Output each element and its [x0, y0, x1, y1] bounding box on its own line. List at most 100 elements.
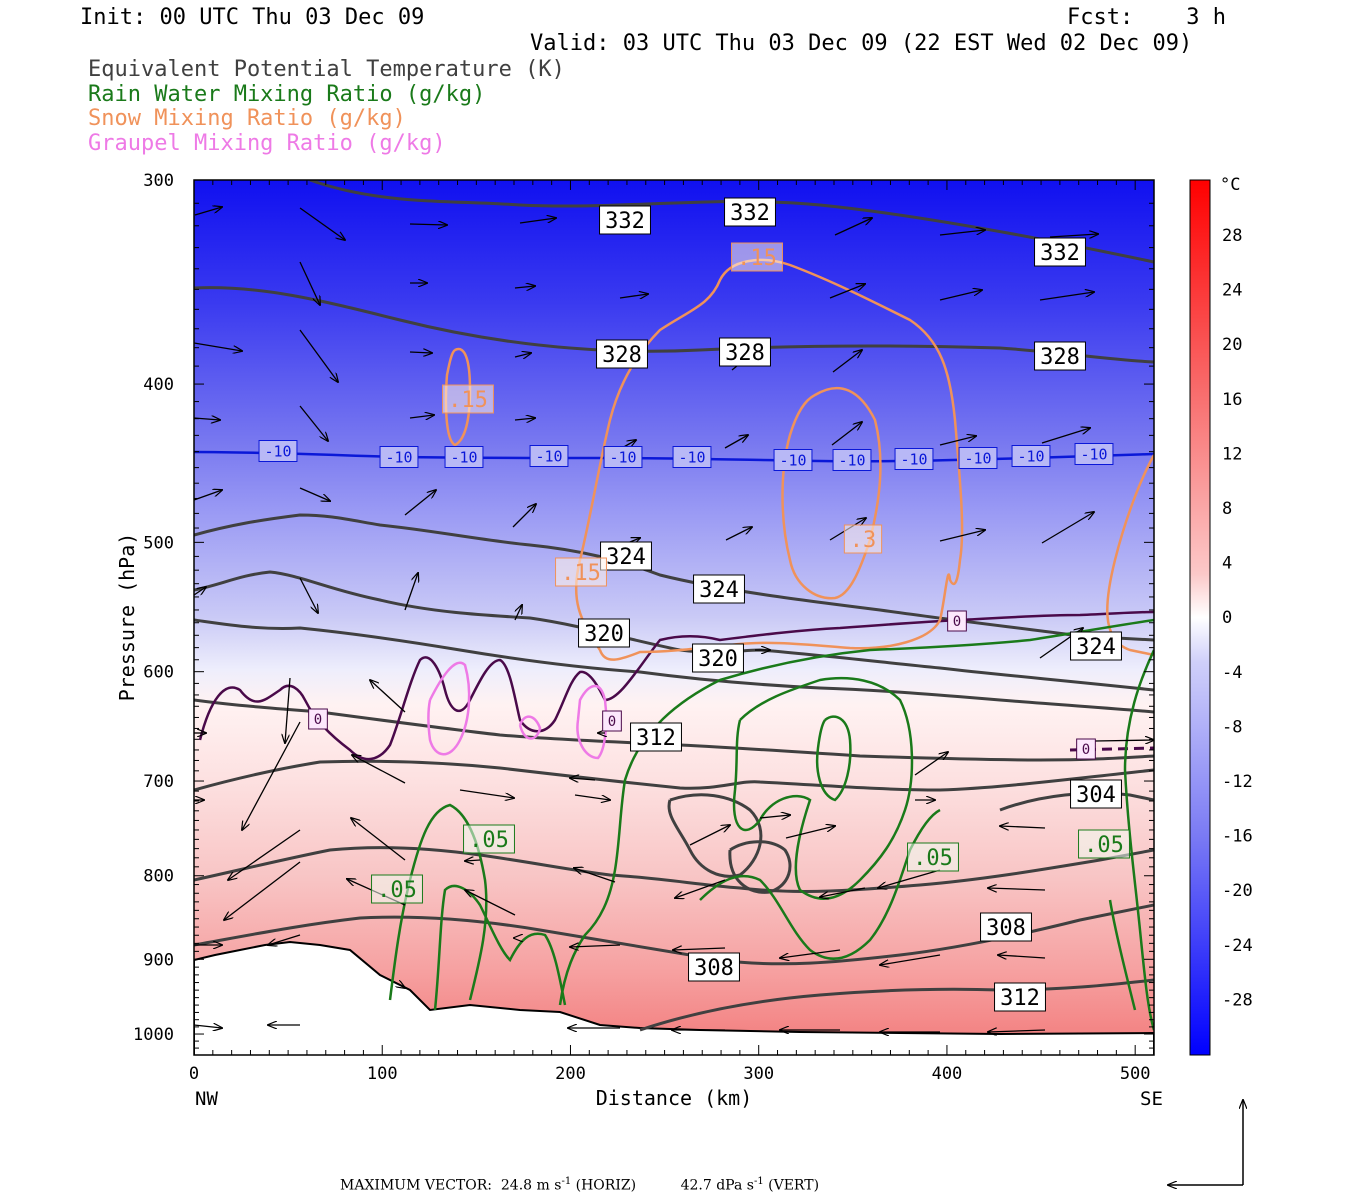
wind-vector: [1041, 512, 1094, 544]
y-tick-label: 800: [143, 867, 174, 887]
wind-vector: [880, 954, 941, 965]
y-tick-label: 1000: [133, 1025, 174, 1045]
wind-vector: [299, 261, 320, 305]
theta-e-label: 304: [1076, 783, 1116, 808]
rain-contour: [388, 803, 488, 1001]
rain-label: .05: [913, 846, 953, 871]
wind-vector: [725, 527, 752, 541]
wind-vector: [1039, 292, 1094, 301]
theta-e-label-box: [596, 339, 648, 369]
wind-vector: [939, 436, 976, 446]
wind-vector: [194, 1025, 222, 1028]
x-tick-label: 500: [1120, 1064, 1151, 1084]
y-tick-label: 700: [143, 772, 174, 792]
isotherm-zero-label-box: [1076, 738, 1096, 760]
colorbar-label: -12: [1222, 772, 1253, 792]
snow-contour: [574, 258, 964, 661]
wind-vector: [299, 405, 328, 441]
colorbar-label: 0: [1222, 608, 1232, 628]
wind-vector: [689, 825, 730, 846]
theta-e-line: [194, 903, 1154, 966]
isotherm-minus10-label-box: [444, 446, 484, 468]
theta-e-label: 320: [698, 647, 738, 672]
theta-e-line: [194, 513, 1154, 642]
y-tick-label: 300: [143, 171, 174, 191]
rain-label: .05: [469, 828, 509, 853]
wind-vector: [1041, 428, 1090, 444]
legend-rain: Rain Water Mixing Ratio (g/kg): [88, 82, 486, 107]
legend-graupel: Graupel Mixing Ratio (g/kg): [88, 131, 446, 156]
theta-e-label: 308: [694, 956, 734, 981]
wind-vector: [820, 887, 866, 897]
rain-contour: [1108, 899, 1137, 1011]
isotherm-zero-label: 0: [953, 614, 961, 630]
colorbar-label: 8: [1222, 499, 1232, 519]
snow-contour: [781, 386, 882, 600]
isotherm-zero-label: 0: [314, 712, 322, 728]
y-tick-label: 500: [143, 533, 174, 553]
isotherm-minus10-label: -10: [450, 448, 477, 466]
colorbar-unit: °C: [1220, 175, 1240, 195]
isotherm-minus10-label-box: [379, 446, 419, 468]
snow-label-box: [731, 242, 783, 272]
isotherm-minus10-label-box: [258, 440, 298, 462]
rain-label-box: [1078, 829, 1130, 859]
theta-e-line: [728, 840, 792, 894]
isotherm-minus10-label: -10: [678, 448, 705, 466]
max-vector-horiz-label: (HORIZ): [575, 1177, 637, 1194]
wind-vector: [832, 350, 862, 373]
wind-vector: [988, 888, 1046, 890]
isotherm-minus10-label: -10: [1080, 445, 1107, 463]
colorbar-label: -24: [1222, 936, 1253, 956]
axis-tick-labels: 0 100 200 300 400 500 300 400 500 600 700 800 900 100…: [133, 171, 1150, 1084]
rain-contour: [1123, 649, 1154, 1031]
theta-e-label: 328: [725, 341, 765, 366]
wind-vector: [1094, 740, 1154, 741]
wind-vector: [228, 829, 301, 880]
wind-vector: [194, 207, 222, 216]
max-vector-vert-label: (VERT): [768, 1177, 820, 1194]
theta-e-label: 324: [1076, 635, 1116, 660]
rain-label: .05: [1084, 833, 1124, 858]
snow-label: .15: [448, 388, 488, 413]
reference-vector: [1168, 1100, 1243, 1185]
theta-e-label: 324: [699, 578, 739, 603]
wind-vector: [834, 218, 872, 236]
wind-vector: [404, 490, 436, 516]
colorbar: [1189, 179, 1211, 1056]
x-tick-label: 100: [367, 1064, 398, 1084]
init-time: Init: 00 UTC Thu 03 Dec 09: [80, 5, 425, 30]
y-tick-label: 900: [143, 950, 174, 970]
wind-vectors: [194, 207, 1154, 1032]
wind-vector: [299, 329, 338, 382]
theta-e-label: 320: [584, 622, 624, 647]
max-vector-vert: 42.7 dPa s: [680, 1177, 754, 1194]
colorbar-label: 12: [1222, 444, 1242, 464]
contour-labels: 332 332 332 328 328 328 324 324 324 320 320 312 304 3…: [258, 197, 1130, 1012]
wind-vector: [939, 290, 982, 301]
theta-e-line: [639, 978, 1154, 1032]
wind-vector: [409, 224, 447, 225]
colorbar-label: -16: [1222, 827, 1253, 847]
isotherm-minus10-label-box: [958, 447, 998, 469]
theta-e-label: 332: [1040, 241, 1080, 266]
x-tick-label: 200: [555, 1064, 586, 1084]
graupel-contour: [576, 684, 608, 760]
isotherm-minus10-label: -10: [900, 450, 927, 468]
theta-e-label: 312: [1000, 986, 1040, 1011]
rain-contour: [433, 884, 567, 1011]
legend-snow: Snow Mixing Ratio (g/kg): [88, 106, 406, 131]
colorbar-label: 16: [1222, 390, 1242, 410]
colorbar-label: 20: [1222, 335, 1242, 355]
wind-vector: [409, 352, 432, 353]
colorbar-labels: 28 24 20 16 12 8 4 0 -4 -8 -12 -16 -20 -24 -28: [1222, 226, 1253, 1010]
wind-vector: [574, 868, 616, 883]
wind-vector: [459, 789, 514, 798]
theta-e-label-box: [1070, 631, 1122, 661]
theta-e-label: 328: [1040, 345, 1080, 370]
theta-e-label-box: [724, 197, 776, 227]
wind-vector: [570, 945, 621, 947]
isotherm-minus10-label: -10: [385, 448, 412, 466]
wind-vector: [675, 879, 726, 898]
wind-vector: [939, 530, 985, 542]
